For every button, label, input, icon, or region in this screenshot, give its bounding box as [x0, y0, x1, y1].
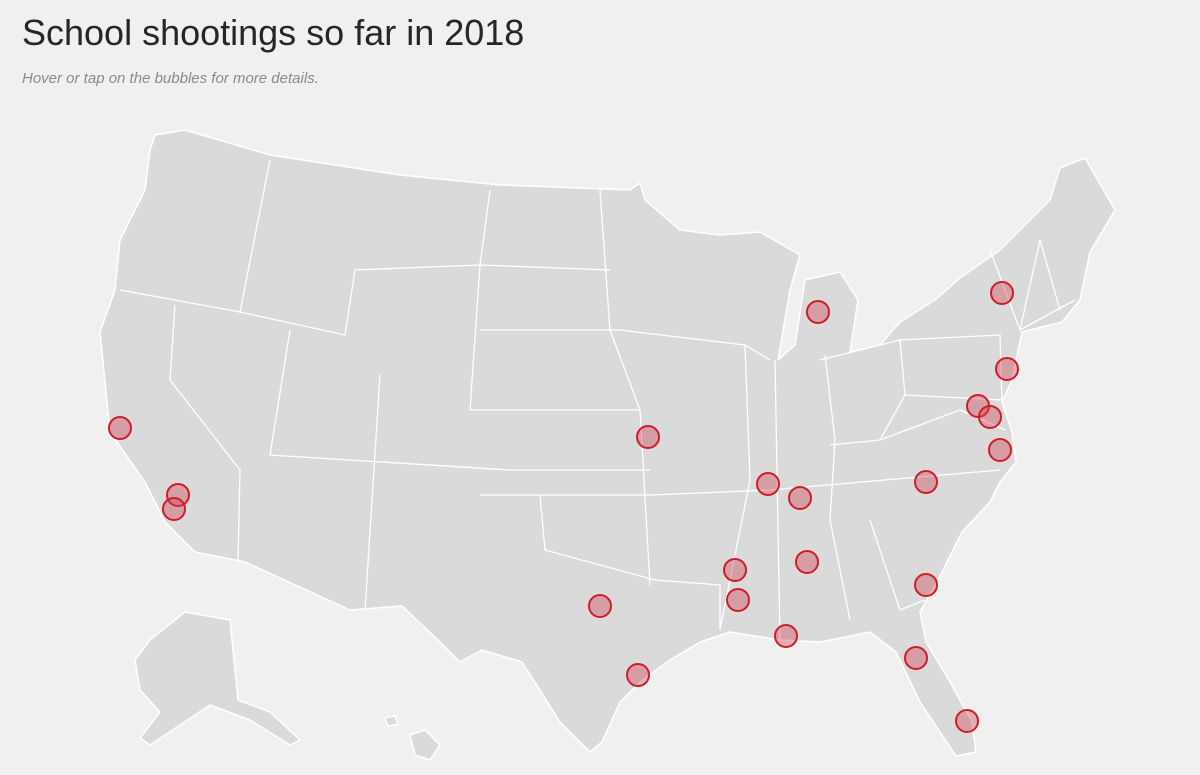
bubble[interactable]: [995, 357, 1019, 381]
title: School shootings so far in 2018: [22, 12, 525, 53]
bubble[interactable]: [795, 550, 819, 574]
bubble[interactable]: [978, 405, 1002, 429]
bubble[interactable]: [108, 416, 132, 440]
state-borders: [119, 159, 1076, 641]
bubble[interactable]: [626, 663, 650, 687]
bubble[interactable]: [990, 281, 1014, 305]
alaska: [134, 611, 301, 746]
bubble[interactable]: [588, 594, 612, 618]
subtitle: Hover or tap on the bubbles for more det…: [22, 70, 319, 87]
bubble[interactable]: [636, 425, 660, 449]
bubble[interactable]: [955, 709, 979, 733]
bubbles: [108, 281, 1019, 733]
hawaii: [384, 715, 441, 761]
bubble[interactable]: [726, 588, 750, 612]
bubble[interactable]: [774, 624, 798, 648]
bubble[interactable]: [166, 483, 190, 507]
bubble[interactable]: [914, 470, 938, 494]
bubble[interactable]: [162, 497, 186, 521]
bubble[interactable]: [904, 646, 928, 670]
bubble[interactable]: [723, 558, 747, 582]
bubble[interactable]: [756, 472, 780, 496]
bubble[interactable]: [806, 300, 830, 324]
bubble[interactable]: [914, 573, 938, 597]
contiguous-us: [99, 129, 1116, 757]
bubble[interactable]: [988, 438, 1012, 462]
bubble[interactable]: [788, 486, 812, 510]
